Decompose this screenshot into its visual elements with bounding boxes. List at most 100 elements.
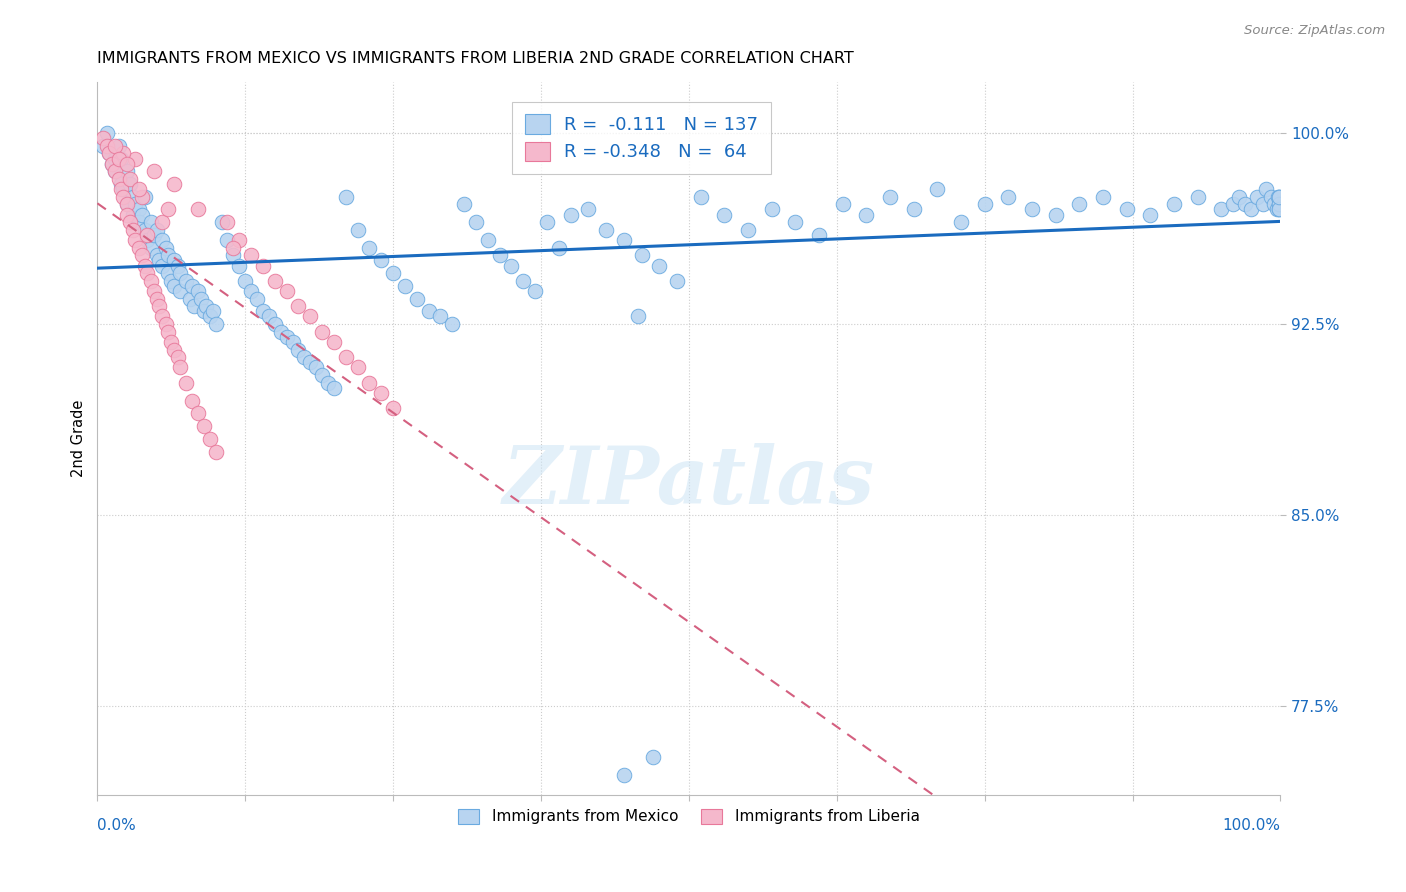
Point [145, 292, 167, 306]
Point [370, 253, 392, 268]
Point [1246, 190, 1268, 204]
Point [181, 393, 204, 408]
Text: Source: ZipAtlas.com: Source: ZipAtlas.com [1244, 24, 1385, 37]
Point [666, 274, 689, 288]
Point [316, 376, 339, 390]
Point [143, 284, 166, 298]
Point [346, 360, 368, 375]
Point [263, 274, 285, 288]
Text: IMMIGRANTS FROM MEXICO VS IMMIGRANTS FROM LIBERIA 2ND GRADE CORRELATION CHART: IMMIGRANTS FROM MEXICO VS IMMIGRANTS FRO… [97, 51, 853, 66]
Point [240, 248, 263, 262]
Point [145, 223, 167, 237]
Point [100, 156, 122, 170]
Point [648, 259, 671, 273]
Text: 0.0%: 0.0% [97, 818, 136, 833]
Point [148, 299, 170, 313]
Point [174, 376, 197, 390]
Point [155, 241, 177, 255]
Point [157, 325, 180, 339]
Point [107, 172, 129, 186]
Point [335, 351, 357, 365]
Point [1260, 190, 1282, 204]
Point [110, 177, 132, 191]
Point [107, 138, 129, 153]
Point [98, 146, 121, 161]
Point [100, 156, 122, 170]
Point [1256, 182, 1278, 196]
Point [131, 190, 153, 204]
Point [124, 197, 146, 211]
Point [1240, 202, 1263, 217]
Point [949, 215, 972, 229]
Point [115, 208, 138, 222]
Point [1265, 202, 1288, 217]
Point [112, 146, 135, 161]
Point [1227, 190, 1250, 204]
Point [157, 266, 180, 280]
Point [927, 182, 949, 196]
Legend: Immigrants from Mexico, Immigrants from Liberia: Immigrants from Mexico, Immigrants from … [451, 803, 925, 830]
Point [524, 284, 547, 298]
Point [405, 292, 427, 306]
Point [761, 202, 783, 217]
Point [299, 310, 322, 324]
Point [211, 215, 233, 229]
Point [276, 284, 298, 298]
Point [148, 253, 170, 268]
Point [110, 152, 132, 166]
Point [217, 215, 239, 229]
Point [187, 202, 209, 217]
Point [112, 190, 135, 204]
Point [1139, 208, 1161, 222]
Point [1268, 190, 1291, 204]
Point [1268, 202, 1291, 217]
Point [359, 241, 381, 255]
Point [159, 274, 181, 288]
Point [1069, 197, 1091, 211]
Text: ZIPatlas: ZIPatlas [503, 442, 875, 520]
Point [299, 355, 322, 369]
Point [107, 152, 129, 166]
Point [276, 330, 298, 344]
Point [183, 299, 205, 313]
Point [204, 444, 226, 458]
Point [136, 227, 159, 242]
Point [246, 292, 269, 306]
Point [359, 376, 381, 390]
Point [198, 310, 221, 324]
Point [169, 284, 191, 298]
Point [429, 310, 451, 324]
Point [281, 334, 304, 349]
Point [139, 274, 162, 288]
Point [128, 202, 150, 217]
Point [136, 266, 159, 280]
Point [169, 360, 191, 375]
Point [441, 317, 464, 331]
Point [613, 233, 636, 247]
Point [217, 233, 239, 247]
Point [96, 126, 118, 140]
Point [104, 164, 127, 178]
Point [252, 304, 274, 318]
Point [195, 299, 218, 313]
Point [136, 233, 159, 247]
Point [120, 215, 142, 229]
Point [166, 259, 188, 273]
Point [855, 208, 877, 222]
Point [128, 241, 150, 255]
Point [512, 274, 534, 288]
Point [1263, 197, 1285, 211]
Point [96, 138, 118, 153]
Point [477, 233, 499, 247]
Point [643, 750, 665, 764]
Point [228, 233, 250, 247]
Point [335, 190, 357, 204]
Point [287, 299, 309, 313]
Point [152, 310, 174, 324]
Point [163, 253, 186, 268]
Point [263, 317, 285, 331]
Point [121, 190, 143, 204]
Point [464, 215, 486, 229]
Point [139, 215, 162, 229]
Point [110, 182, 132, 196]
